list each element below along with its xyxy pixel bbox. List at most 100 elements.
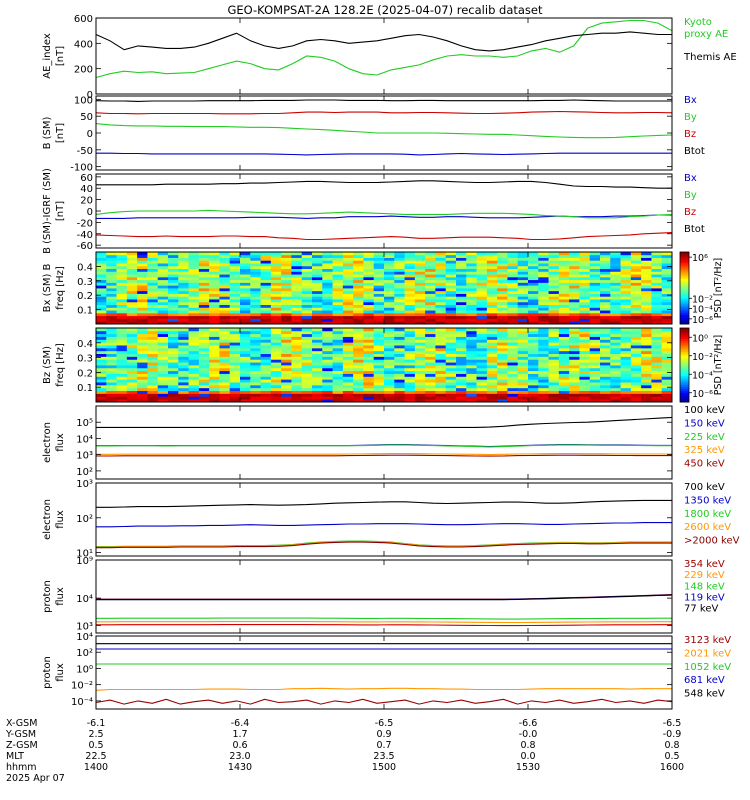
panel-5-heat-cell — [610, 345, 621, 349]
panel-5-heat-cell — [558, 376, 570, 380]
panel-4-heat-cell — [178, 268, 189, 272]
panel-4-heat-cell — [425, 285, 436, 289]
panel-4-heat-cell — [291, 271, 303, 275]
panel-4-heat-cell — [147, 252, 159, 256]
panel-5-heat-cell — [661, 367, 673, 372]
panel-4-heat-cell — [651, 274, 663, 278]
panel-4-heat-cell — [497, 285, 508, 289]
panel-4-heat-cell — [157, 304, 169, 308]
panel-4-heat-cell — [363, 282, 375, 286]
panel-4-heat-cell — [137, 276, 148, 281]
panel-5-heat-cell — [445, 379, 457, 383]
panel-5-heat-cell — [600, 339, 611, 343]
xaxis-value: -6.5 — [663, 718, 682, 729]
panel-4-colorbar-step — [680, 280, 689, 284]
panel-4-heat-cell — [322, 304, 333, 308]
panel-5-heat-cell — [353, 396, 364, 400]
panel-4-heat-cell — [661, 271, 673, 275]
panel-4-heat-cell — [600, 315, 611, 319]
panel-4-heat-cell — [126, 301, 138, 306]
panel-5-heat-cell — [332, 353, 344, 357]
panel-4-heat-cell — [641, 260, 652, 264]
xaxis-value: 2.5 — [88, 729, 103, 740]
panel-4-heat-cell — [209, 321, 220, 325]
panel-5-heat-cell — [332, 376, 344, 380]
panel-4-heat-cell — [168, 279, 179, 283]
panel-4-heat-cell — [332, 285, 344, 289]
panel-4-heat-cell — [363, 257, 375, 261]
panel-4-heat-cell — [445, 260, 457, 264]
panel-5-heat-cell — [425, 347, 436, 352]
panel-5-heat-cell — [507, 342, 519, 346]
panel-4-heat-cell — [157, 315, 169, 319]
panel-4-heat-cell — [538, 254, 549, 258]
panel-5-heat-cell — [198, 350, 210, 355]
panel-4-heat-cell — [219, 296, 231, 300]
panel-5-heat-cell — [579, 387, 591, 392]
panel-5-heat-cell — [106, 330, 117, 335]
panel-5-heat-cell — [497, 382, 508, 386]
panel-4-heat-cell — [270, 282, 282, 286]
panel-5-heat-cell — [579, 342, 591, 346]
panel-4-heat-cell — [404, 315, 416, 319]
panel-4-heat-cell — [486, 296, 498, 300]
panel-4-heat-cell — [353, 254, 364, 258]
panel-4-heat-cell — [384, 274, 395, 278]
panel-4-heat-cell — [312, 260, 323, 264]
panel-5-heat-cell — [528, 336, 539, 340]
panel-4-heat-cell — [579, 274, 591, 278]
panel-5-heat-cell — [569, 365, 580, 369]
panel-4-heat-cell — [250, 315, 261, 319]
panel-4-heat-cell — [651, 307, 663, 311]
panel-5-heat-cell — [157, 396, 169, 400]
panel-5-heat-cell — [168, 350, 179, 355]
panel-4-heat-cell — [96, 279, 107, 283]
panel-5-heat-cell — [579, 396, 591, 400]
panel-5-heat-cell — [301, 339, 313, 343]
panel-6-ytick-label: 10³ — [76, 451, 93, 462]
panel-5-heat-cell — [661, 333, 673, 337]
panel-4-heat-cell — [260, 274, 272, 278]
panel-4-heat-cell — [641, 274, 652, 278]
xaxis-value: 1500 — [372, 762, 396, 773]
panel-5-colorbar-step — [680, 346, 689, 349]
panel-5-heat-cell — [219, 382, 231, 386]
panel-4-heat-cell — [106, 304, 117, 308]
panel-5-heat-cell — [322, 342, 333, 346]
panel-5-colorbar-step — [680, 359, 689, 362]
panel-5-heat-cell — [178, 336, 189, 340]
panel-5-heat-cell — [281, 396, 292, 400]
panel-5-heat-cell — [630, 373, 642, 377]
panel-5-heat-cell — [651, 345, 663, 349]
panel-4-heat-cell — [312, 315, 323, 319]
panel-4-heat-cell — [435, 310, 447, 314]
panel-5-heat-cell — [404, 379, 416, 383]
panel-4-heat-cell — [610, 290, 621, 294]
panel-4-heat-cell — [414, 293, 426, 297]
panel-4-colorbar-step — [680, 259, 689, 262]
panel-4-heat-cell — [137, 260, 148, 264]
panel-5-heat-cell — [312, 339, 323, 343]
panel-4-heat-cell — [342, 310, 354, 314]
panel-4-heat-cell — [312, 312, 323, 317]
panel-5-heat-cell — [507, 350, 519, 355]
panel-4-heat-cell — [96, 282, 107, 286]
panel-5-heat-cell — [363, 396, 375, 400]
panel-5-heat-cell — [281, 362, 292, 366]
panel-4-heat-cell — [168, 263, 179, 267]
panel-4-heat-cell — [579, 296, 591, 300]
panel-5-heat-cell — [270, 399, 282, 403]
panel-5-heat-cell — [456, 345, 467, 349]
panel-4-heat-cell — [630, 299, 642, 303]
panel-5-heat-cell — [456, 350, 467, 355]
panel-4-heat-cell — [116, 293, 128, 297]
panel-5-heat-cell — [548, 396, 560, 400]
panel-4-heat-cell — [322, 288, 333, 292]
panel-5-heat-cell — [116, 399, 128, 403]
panel-4-heat-cell — [240, 310, 251, 314]
panel-5-heat-cell — [517, 370, 529, 374]
panel-5-heat-cell — [600, 333, 611, 337]
panel-4-heat-cell — [558, 321, 570, 325]
panel-5-heat-cell — [178, 373, 189, 377]
panel-5-heat-cell — [322, 336, 333, 340]
